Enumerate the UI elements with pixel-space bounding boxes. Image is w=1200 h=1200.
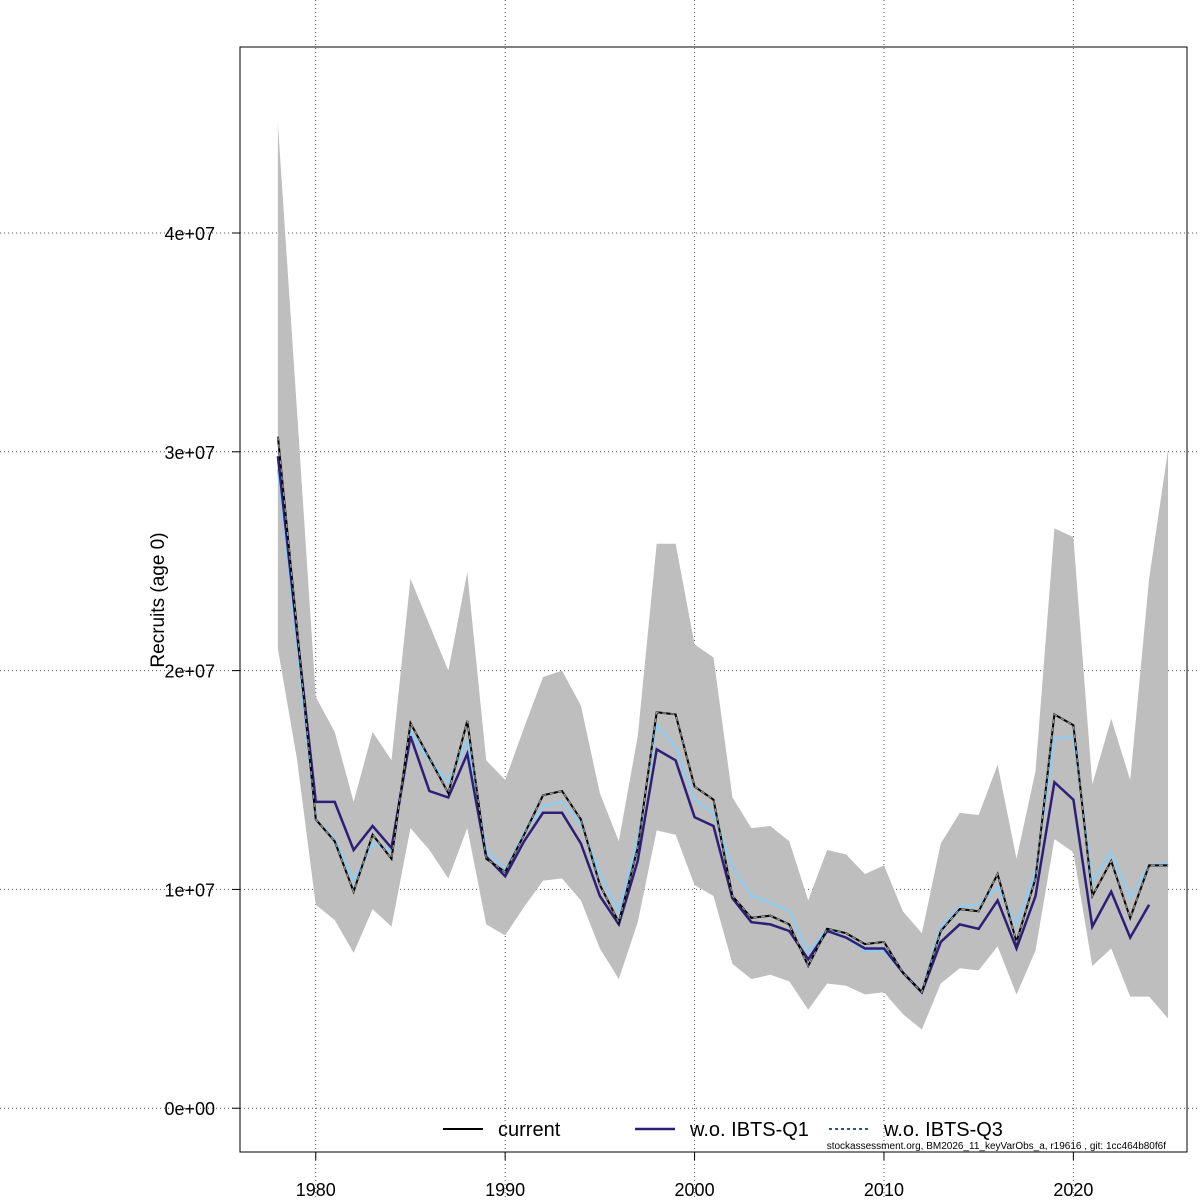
confidence-band <box>277 123 1169 1030</box>
series-line-wo-ibts-q3 <box>276 469 1169 995</box>
y-tick-label-3: 3e+07 <box>164 443 215 463</box>
series-line-wo-ibts-q1 <box>276 456 1151 995</box>
legend: current w.o. IBTS-Q1 w.o. IBTS-Q3 <box>443 1119 1003 1141</box>
y-axis-ticks: 0e+00 1e+07 2e+07 3e+07 4e+07 <box>164 224 240 1119</box>
x-tick-label-2020: 2020 <box>1053 1180 1093 1200</box>
x-tick-label-2000: 2000 <box>675 1180 715 1200</box>
y-tick-label-1: 1e+07 <box>164 880 215 900</box>
y-tick-label-0: 0e+00 <box>164 1099 215 1119</box>
source-footnote: stockassessment.org, BM2026_11_keyVarObs… <box>827 1141 1166 1152</box>
plot-frame <box>239 46 1188 1153</box>
x-tick-label-1980: 1980 <box>296 1180 336 1200</box>
series-line-current-overlay <box>277 436 1169 994</box>
y-tick-label-4: 4e+07 <box>164 224 215 244</box>
y-tick-label-2: 2e+07 <box>164 662 215 682</box>
legend-label-current: current <box>498 1119 561 1141</box>
x-axis-ticks: 1980 1990 2000 2010 2020 <box>296 1152 1093 1200</box>
confidence-band-area <box>277 123 1169 1030</box>
x-tick-label-2010: 2010 <box>864 1180 904 1200</box>
legend-label-wo-ibts-q1: w.o. IBTS-Q1 <box>689 1119 809 1141</box>
series-lines <box>276 436 1169 995</box>
legend-label-wo-ibts-q3: w.o. IBTS-Q3 <box>883 1119 1003 1141</box>
x-tick-label-1990: 1990 <box>485 1180 525 1200</box>
y-axis-title: Recruits (age 0) <box>148 532 169 667</box>
